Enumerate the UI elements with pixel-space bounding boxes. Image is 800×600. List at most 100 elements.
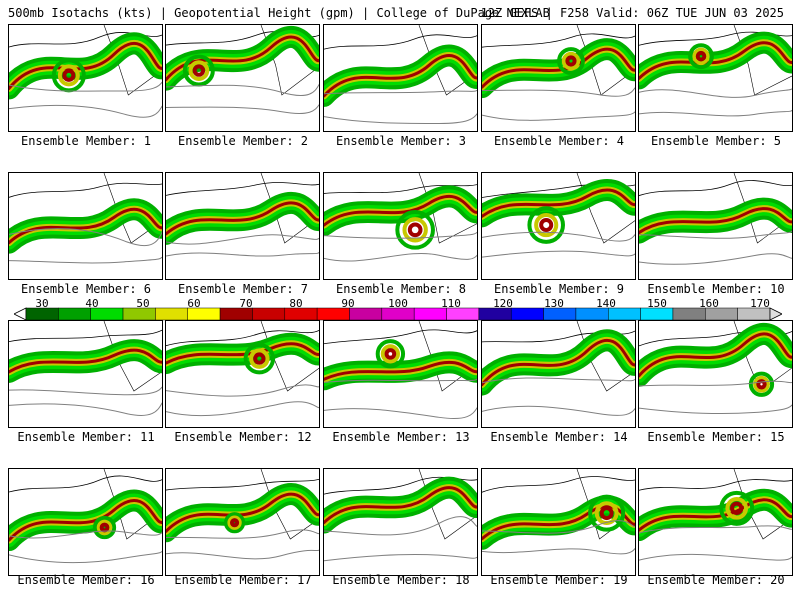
jet-core bbox=[324, 195, 477, 227]
closed-low bbox=[748, 371, 775, 397]
closed-low bbox=[253, 352, 266, 365]
height-contour bbox=[482, 111, 635, 121]
isotach-field bbox=[166, 469, 319, 560]
country-border bbox=[103, 321, 162, 392]
colorbar-tick-label: 70 bbox=[239, 297, 253, 310]
ensemble-member-17-map bbox=[165, 468, 320, 576]
jet-core bbox=[9, 348, 162, 374]
height-contour bbox=[324, 253, 477, 262]
height-contour bbox=[9, 402, 162, 416]
height-contour bbox=[639, 380, 792, 387]
country-border bbox=[103, 173, 162, 244]
closed-low bbox=[594, 501, 619, 526]
height-contour bbox=[324, 554, 477, 562]
coastline bbox=[9, 182, 162, 198]
closed-low bbox=[188, 60, 210, 81]
isotach-field bbox=[324, 173, 477, 262]
colorbar-tick-label: 100 bbox=[388, 297, 408, 310]
colorbar-tick-label: 130 bbox=[544, 297, 564, 310]
jet-core bbox=[9, 499, 162, 542]
colorbar-tick-label: 150 bbox=[647, 297, 667, 310]
jet-core bbox=[166, 492, 319, 533]
ensemble-member-label: Ensemble Member: 16 bbox=[17, 573, 155, 587]
closed-low bbox=[229, 518, 240, 528]
closed-low bbox=[407, 222, 423, 238]
isotach-field bbox=[166, 173, 319, 257]
isotach-field bbox=[9, 321, 162, 416]
coastline bbox=[9, 475, 162, 493]
height-contour bbox=[482, 547, 635, 555]
country-border bbox=[733, 469, 792, 540]
coastline bbox=[166, 182, 319, 196]
closed-low bbox=[756, 379, 767, 390]
isotach-field bbox=[639, 173, 792, 265]
height-contour bbox=[166, 234, 319, 245]
coastline bbox=[324, 476, 477, 495]
ensemble-member-label: Ensemble Member: 12 bbox=[174, 430, 312, 444]
height-contour bbox=[324, 113, 477, 124]
closed-low bbox=[223, 512, 246, 534]
height-contour bbox=[9, 228, 162, 247]
closed-low bbox=[692, 47, 710, 65]
coastline bbox=[482, 476, 635, 493]
closed-low bbox=[62, 68, 76, 82]
height-contour bbox=[639, 404, 792, 415]
jet-core bbox=[639, 41, 792, 80]
ensemble-member-label: Ensemble Member: 2 bbox=[177, 134, 309, 148]
colorbar-tick-label: 120 bbox=[493, 297, 513, 310]
ensemble-member-11-map bbox=[8, 320, 163, 428]
height-contour bbox=[9, 81, 162, 92]
ensemble-member-label: Ensemble Member: 14 bbox=[490, 430, 628, 444]
isotach-field bbox=[482, 469, 635, 555]
height-contour bbox=[482, 231, 635, 242]
ensemble-member-5-map bbox=[638, 24, 793, 132]
country-border bbox=[576, 25, 635, 96]
closed-low bbox=[599, 506, 614, 521]
jet-core bbox=[639, 207, 792, 235]
header-run-info: 12Z GEFS | F258 Valid: 06Z TUE JUN 03 20… bbox=[480, 6, 784, 20]
coastline bbox=[324, 329, 477, 345]
ensemble-member-9-map bbox=[481, 172, 636, 280]
coastline bbox=[166, 329, 319, 347]
ensemble-member-12-map bbox=[165, 320, 320, 428]
colorbar-tick-label: 90 bbox=[341, 297, 355, 310]
closed-low bbox=[565, 55, 577, 67]
closed-low bbox=[243, 342, 276, 375]
height-contour bbox=[639, 525, 792, 534]
closed-low bbox=[725, 497, 749, 520]
height-contour bbox=[9, 530, 162, 539]
isotach-field bbox=[324, 321, 477, 419]
closed-low bbox=[192, 64, 206, 77]
height-contour bbox=[639, 253, 792, 265]
jet-core bbox=[324, 360, 477, 381]
ensemble-member-6-map bbox=[8, 172, 163, 280]
colorbar-tick-label: 30 bbox=[35, 297, 49, 310]
closed-low bbox=[249, 348, 270, 369]
ensemble-member-label: Ensemble Member: 15 bbox=[647, 430, 785, 444]
ensemble-member-13-map bbox=[323, 320, 478, 428]
ensemble-member-label: Ensemble Member: 1 bbox=[20, 134, 152, 148]
ensemble-member-1-map bbox=[8, 24, 163, 132]
closed-low bbox=[57, 64, 80, 87]
height-contour bbox=[9, 104, 162, 118]
ensemble-member-19-map bbox=[481, 468, 636, 576]
ensemble-member-15-map bbox=[638, 320, 793, 428]
colorbar-tick-label: 60 bbox=[187, 297, 201, 310]
height-contour bbox=[166, 549, 319, 560]
colorbar-segment bbox=[252, 307, 286, 321]
coastline bbox=[166, 478, 319, 491]
closed-low bbox=[384, 348, 397, 360]
height-contour bbox=[166, 83, 319, 97]
coastline bbox=[9, 329, 162, 343]
isotach-field bbox=[166, 25, 319, 114]
colorbar-tick-label: 110 bbox=[441, 297, 461, 310]
ensemble-member-label: Ensemble Member: 11 bbox=[17, 430, 155, 444]
height-contour bbox=[9, 386, 162, 396]
height-contour bbox=[482, 377, 635, 384]
closed-low bbox=[753, 375, 770, 393]
closed-low bbox=[395, 210, 435, 250]
isotach-field bbox=[9, 469, 162, 564]
jet-core bbox=[482, 188, 635, 218]
closed-low bbox=[557, 47, 585, 75]
ensemble-member-2-map bbox=[165, 24, 320, 132]
